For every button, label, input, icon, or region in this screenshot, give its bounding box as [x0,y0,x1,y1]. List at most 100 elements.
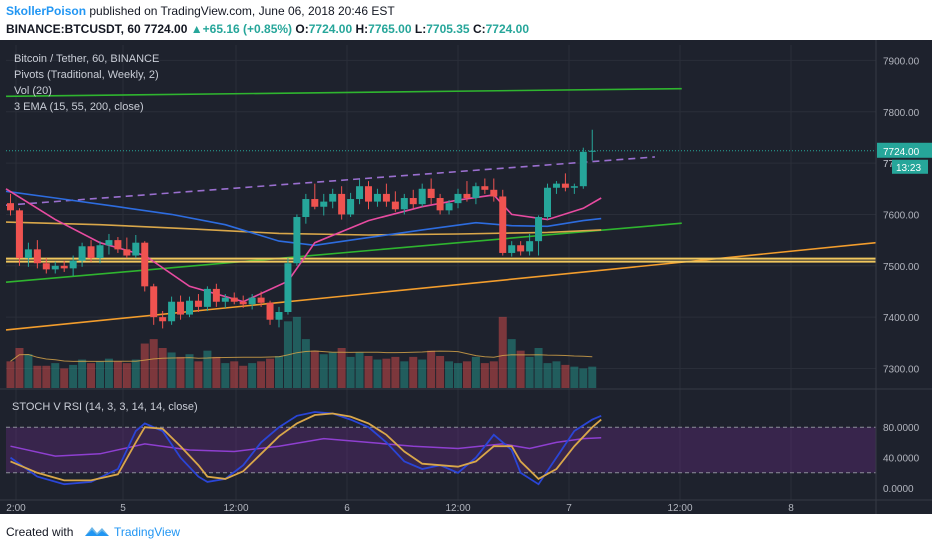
last-price-box [877,142,932,158]
tradingview-logo-icon [85,527,109,536]
candle-body [561,183,569,188]
time-tick-label: 12:00 [667,503,692,514]
volume-bar [248,363,257,388]
countdown-label: 13:23 [896,163,921,174]
trend-line [5,156,655,207]
candle-body [186,300,193,315]
volume-bar [534,348,543,388]
legend-entry: 3 EMA (15, 55, 200, close) [14,101,144,113]
stoch-rsi-line [10,437,602,457]
volume-bars [6,316,597,388]
candle-body [96,245,104,259]
candle-body [203,288,211,307]
publish-line: SkollerPoison published on TradingView.c… [6,4,395,18]
volume-bar [69,364,78,388]
last-price-label: 7724.00 [883,147,920,158]
volume-bar [266,358,275,388]
legend: Bitcoin / Tether, 60, BINANCE Pivots (Tra… [14,53,159,113]
countdown-box [892,159,928,174]
tradingview-brand-link[interactable]: TradingView [114,525,181,539]
candle-body [7,203,14,211]
footer: Created with TradingView [0,514,932,550]
candle-body [15,210,23,259]
volume-bar [498,316,507,388]
time-tick-label: 7 [566,503,572,514]
published-text: published on TradingView.com, June 06, 2… [89,4,395,18]
change-arrow-icon: ▲ [190,22,203,36]
candle-body [445,203,453,211]
candle-body [463,193,471,199]
ema-slow-line [5,221,602,236]
volume-bar [418,359,427,388]
volume-bar [239,365,248,388]
price-tick-label: 7400.00 [883,313,920,324]
candle-body [490,189,498,197]
volume-bar [104,358,113,388]
candle-body [159,317,167,322]
low-label: L: [414,22,427,36]
volume-bar [454,363,462,388]
volume-bar [310,350,319,388]
volume-bar [382,358,391,388]
price-chart[interactable]: STOCH V RSI (14, 3, 3, 14, 14, close) 79… [0,40,932,514]
price-tick-label: 7800.00 [883,108,920,119]
legend-entry: Bitcoin / Tether, 60, BINANCE [14,53,159,65]
candle-body [535,217,543,242]
candle-body [141,242,149,287]
volume-bar [203,350,212,388]
candle-body [123,249,131,256]
volume-bar [113,361,122,388]
volume-bar [87,363,96,388]
time-tick-label: 6 [344,503,350,514]
volume-bar [409,356,418,388]
candle-body [320,201,328,207]
price-tick-label: 77 [883,159,895,170]
candle-body [69,260,77,269]
chart-background [0,40,932,514]
candle-body [427,188,435,199]
stoch-pane: STOCH V RSI (14, 3, 3, 14, 14, close) [6,401,876,486]
stoch-tick-label: 80.0000 [883,423,920,434]
time-tick-label: 12:00 [223,503,248,514]
candle-body [24,249,32,259]
volume-bar [78,359,87,388]
author-link[interactable]: SkollerPoison [6,4,87,18]
volume-bar [221,363,230,388]
volume-bar [570,366,579,388]
candle-body [347,199,355,215]
candle-body [150,286,158,318]
candle-body [51,265,59,270]
volume-bar [60,368,69,388]
candle-body [356,186,364,200]
volume-bar [149,339,158,388]
volume-bar [194,361,203,388]
candle-body [436,198,444,211]
candle-body [544,187,551,218]
price-tick-label: 7600.00 [883,210,920,221]
candle-body [400,198,408,210]
candle-body [570,186,578,188]
candle-body [248,297,256,305]
volume-bar [24,354,33,388]
volume-bar [480,363,489,388]
close-value: 7724.00 [485,22,530,36]
candle-body [42,263,50,270]
candle-body [239,301,247,305]
volume-bar [543,363,552,388]
candle-body [105,240,113,246]
candle-body [293,217,301,264]
volume-bar [346,356,355,388]
price-tick-label: 7900.00 [883,56,920,67]
volume-bar [167,352,176,388]
candle-body [499,196,507,253]
candles [6,129,876,329]
axes: 7900.007800.007700.007600.007500.007400.… [0,40,932,514]
stoch-tick-label: 0.0000 [883,484,914,495]
low-value: 7705.35 [426,22,470,36]
time-tick-label: 8 [788,503,794,514]
candle-body [365,186,372,202]
created-with-text: Created with [6,525,74,539]
volume-bar [525,356,534,388]
candle-body [338,193,346,215]
ema-fast-line [5,188,602,303]
